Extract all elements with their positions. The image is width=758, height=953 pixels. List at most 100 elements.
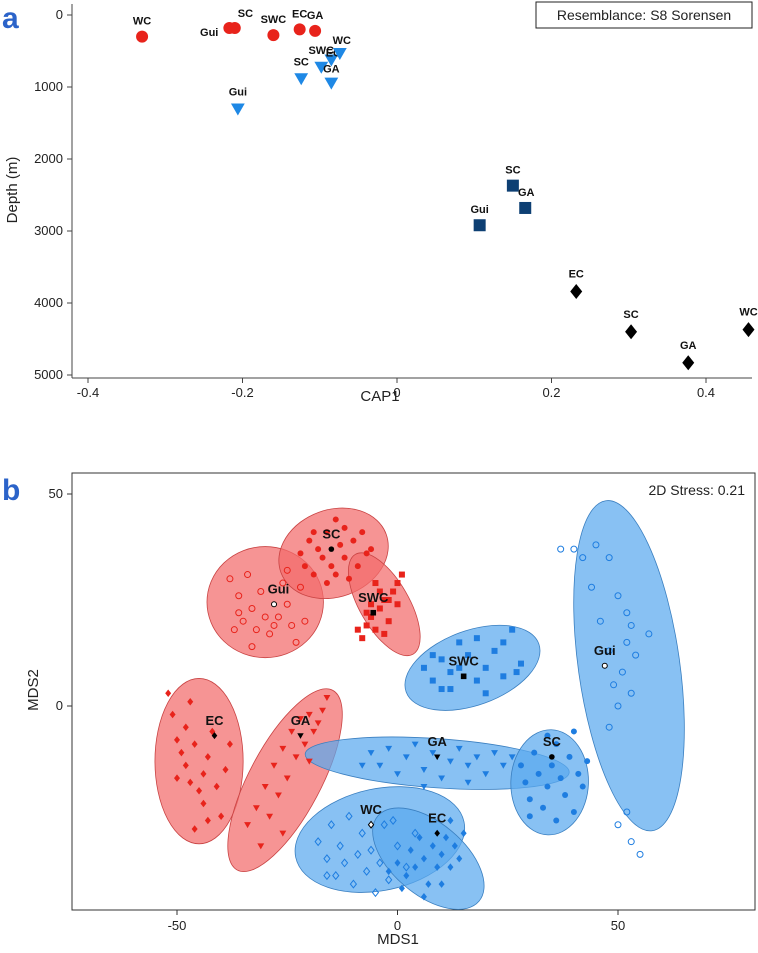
group-label-blue-swc: SWC <box>448 654 479 669</box>
point-red-sc <box>297 550 304 557</box>
point-red-swc <box>376 588 383 595</box>
point-blue-sc <box>579 783 586 790</box>
point-blue-wc <box>385 875 393 885</box>
point-red-gui <box>261 613 269 621</box>
point-red-ec <box>187 778 194 787</box>
point-blue-wc <box>345 811 353 821</box>
panel-b-y-tick-label: 0 <box>56 698 63 713</box>
point-red-gui <box>230 626 238 634</box>
point-red-ga <box>279 745 287 752</box>
point-blue-ec <box>420 854 427 863</box>
point-blue-swc <box>465 652 472 659</box>
point-red-sc <box>341 554 348 561</box>
panel-a-point-label: EC <box>292 8 307 20</box>
point-blue-swc <box>509 626 516 633</box>
point-red-sc <box>332 516 339 523</box>
point-blue-wc <box>336 841 344 851</box>
point-blue-swc <box>513 669 520 676</box>
point-blue-sc <box>566 753 573 760</box>
point-red-ga <box>297 716 304 723</box>
panel-a-point-sc <box>506 179 519 192</box>
group-label-blue-gui: Gui <box>594 643 616 658</box>
panel-a-point-ga <box>682 355 695 371</box>
point-red-sc <box>310 529 317 536</box>
point-red-gui <box>248 643 256 651</box>
point-blue-ga <box>508 754 516 761</box>
panel-b-x-label: MDS1 <box>377 931 419 948</box>
point-blue-swc <box>500 673 507 680</box>
point-red-gui <box>292 638 300 646</box>
panel-a-point-label: SC <box>294 56 309 68</box>
point-red-ga <box>305 711 313 718</box>
point-blue-gui <box>614 702 622 710</box>
point-red-swc <box>368 601 375 608</box>
point-blue-sc <box>570 809 577 815</box>
panel-a-y-label: Depth (m) <box>4 157 21 224</box>
point-red-ec <box>178 748 185 757</box>
point-red-ec <box>174 736 180 744</box>
point-red-sc <box>332 571 339 578</box>
panel-a-point-label: GA <box>518 187 535 199</box>
centroid-blue-wc <box>367 820 375 829</box>
point-blue-wc <box>323 854 331 864</box>
panel-a-point-label: WC <box>739 307 757 319</box>
point-blue-swc <box>438 656 445 663</box>
point-blue-gui <box>623 808 631 816</box>
point-red-ec <box>191 740 198 748</box>
point-red-swc <box>394 601 401 608</box>
point-blue-swc <box>447 686 454 693</box>
point-red-swc <box>394 580 401 587</box>
point-blue-swc <box>420 664 427 671</box>
point-blue-swc <box>482 664 489 671</box>
panel-b-centroids <box>211 546 608 837</box>
point-red-ec <box>174 774 180 782</box>
point-blue-ga <box>429 750 437 757</box>
panel-a-annotation: Resemblance: S8 Sorensen <box>557 7 731 23</box>
panel-a-point-label: SWC <box>261 14 287 26</box>
panel-a-point-label: GA <box>323 64 340 76</box>
point-red-ga <box>244 822 252 829</box>
point-blue-wc <box>340 858 349 868</box>
panel-a-point-label: GA <box>680 340 697 352</box>
panel-a-point-ec <box>324 54 339 67</box>
point-red-ga <box>301 741 309 748</box>
panel-a-point-label: Gui <box>470 204 488 216</box>
point-red-gui <box>226 575 234 583</box>
panel-a-point-label: GA <box>307 10 324 22</box>
group-label-red-ga: GA <box>291 713 311 728</box>
point-red-swc <box>381 597 388 603</box>
point-blue-swc <box>456 664 463 671</box>
point-blue-swc <box>429 677 436 684</box>
centroid-blue-ga <box>433 754 441 761</box>
point-red-ga <box>261 784 269 791</box>
panel-a-point-label: SWC <box>308 45 334 57</box>
panel-a-x-tick-label: 0 <box>393 385 400 400</box>
panel-b-y-tick-label: 50 <box>49 486 63 501</box>
point-blue-ga <box>446 758 454 765</box>
panel-a-x-label: CAP1 <box>360 388 399 405</box>
panel-a-point-label: WC <box>333 35 351 47</box>
point-blue-sc <box>544 783 551 790</box>
point-red-swc <box>385 618 392 625</box>
panel-a-annotation-box <box>535 1 753 29</box>
point-red-ga <box>292 754 300 761</box>
point-blue-wc <box>358 828 366 838</box>
point-red-gui <box>257 588 265 596</box>
panel-a-y-tick-label: 2000 <box>34 151 63 166</box>
point-blue-gui <box>605 554 613 562</box>
point-red-gui <box>279 579 287 587</box>
point-red-gui <box>283 600 291 608</box>
point-red-ga <box>270 762 278 769</box>
panel-a-point-label: SC <box>238 8 253 20</box>
point-red-ec <box>204 753 211 761</box>
point-blue-ec <box>447 816 454 825</box>
panel-b-x-tick-label: 50 <box>611 918 625 933</box>
point-red-sc <box>323 529 330 536</box>
panel-b-points <box>165 516 653 901</box>
point-blue-ec <box>434 863 441 871</box>
point-blue-sc <box>553 741 560 748</box>
panel-a-y-tick-label: 3000 <box>34 223 63 238</box>
ellipse-blue-gui <box>573 500 685 832</box>
group-label-blue-wc: WC <box>360 802 382 817</box>
